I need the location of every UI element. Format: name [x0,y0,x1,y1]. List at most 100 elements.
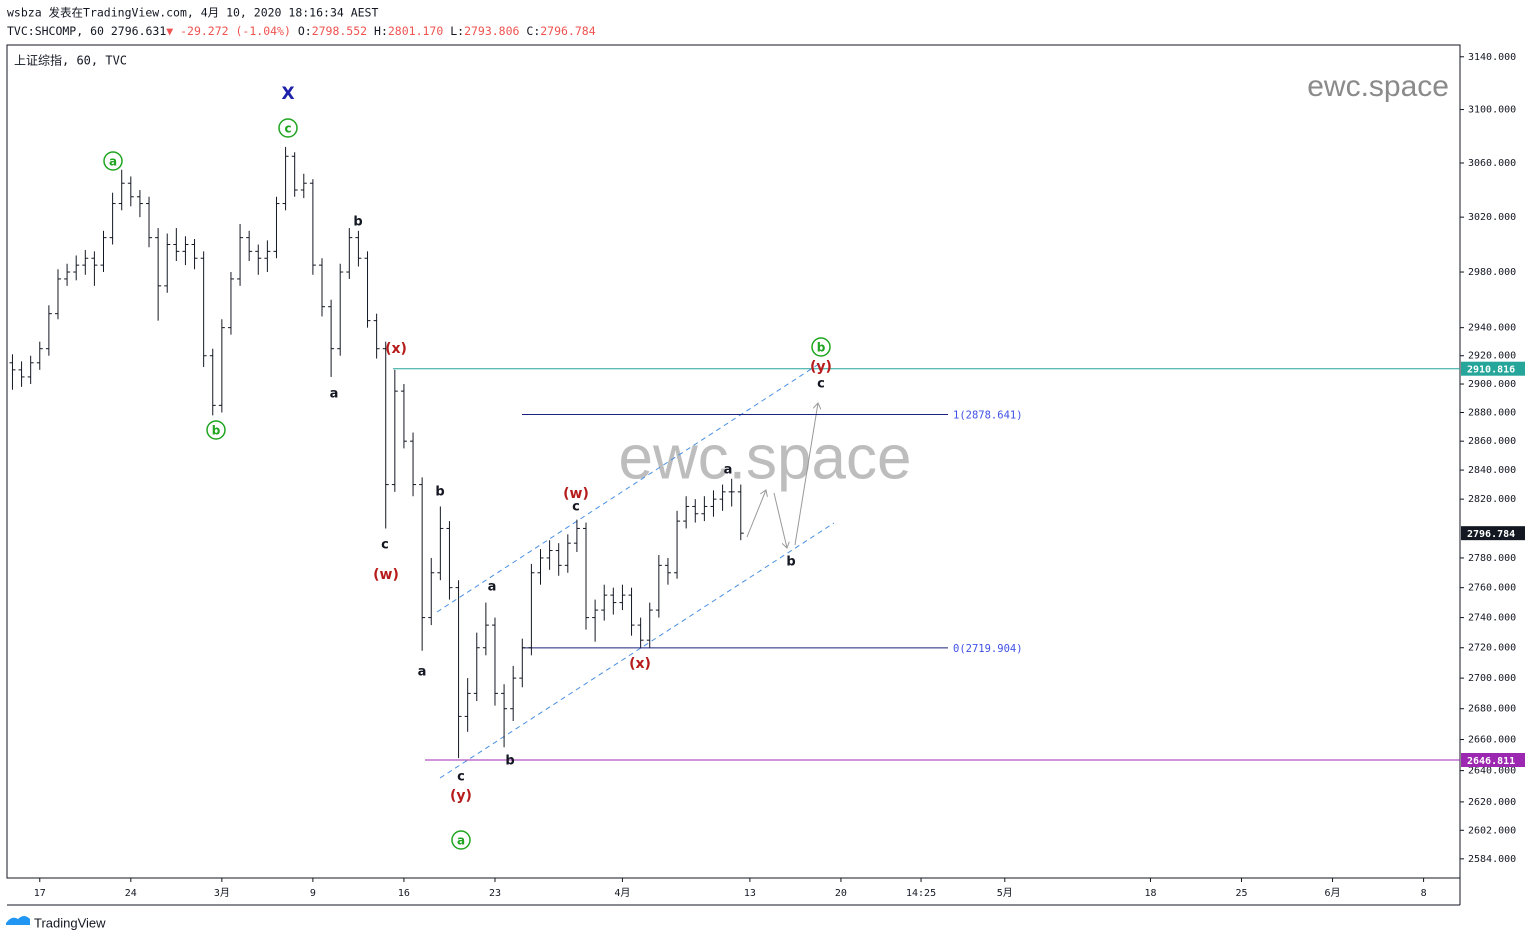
ohlc-bar [737,484,744,541]
ohlc-bar [455,580,462,759]
wave-circle [451,830,471,850]
footer: TradingView [34,915,106,930]
ohlc-bar [282,146,289,211]
o-label: O: [298,24,312,38]
ohlc-bar [200,251,207,368]
ohlc-bar [555,543,562,576]
ohlc-bar [209,348,216,416]
projection-arrow [794,403,818,546]
ohlc-bar [355,230,362,267]
ohlc-bar [227,272,234,335]
watermark-center: ewc.space [619,423,912,492]
ohlc-bar [528,563,535,656]
ohlc-bar [127,176,134,207]
ohlc-bar [382,341,389,529]
ohlc-bar [191,239,198,270]
y-tick-label: 2820.000 [1468,494,1516,505]
wave-label: (w) [563,486,589,502]
h-label: H: [374,24,388,38]
ohlc-bar [9,354,16,390]
channel-lower [439,522,835,779]
x-tick-label: 14:25 [906,888,936,899]
ohlc-bar [583,522,590,630]
ohlc-bar [237,223,244,286]
wave-circle [278,118,298,138]
wave-label: (x) [629,656,651,672]
ohlc-bar [410,432,417,497]
ohlc-bar [73,255,80,281]
wave-label: b [353,215,362,230]
symbol: TVC:SHCOMP, 60 2796.631▼ -29.272 (-1.04%… [7,24,596,38]
y-tick-label: 2584.000 [1468,854,1516,865]
ohlc-bar [473,632,480,702]
wave-label: a [109,155,117,169]
x-tick-label: 8 [1421,888,1427,899]
ohlc-bar [36,341,43,370]
ohlc-bar [364,251,371,328]
y-tick-label: 2920.000 [1468,351,1516,362]
wave-label: a [330,387,339,402]
x-tick-label: 6月 [1325,887,1341,899]
ohlc-bar [564,534,571,573]
wave-label: (y) [450,788,472,804]
wave-label: b [435,485,444,500]
author-line: wsbza 发表在TradingView.com, 4月 10, 2020 18… [7,6,378,20]
c-value: 2796.784 [540,24,595,38]
wave-label: (x) [385,341,407,357]
y-tick-label: 2880.000 [1468,408,1516,419]
y-tick-label: 2980.000 [1468,267,1516,278]
x-tick-label: 16 [398,888,410,899]
ohlc-bar [164,233,171,293]
x-tick-label: 17 [34,888,46,899]
wave-label: (w) [373,567,399,583]
l-value: 2793.806 [464,24,519,38]
y-tick-label: 3020.000 [1468,212,1516,223]
y-tick-label: 2720.000 [1468,643,1516,654]
wave-circle [206,420,226,440]
ohlc-bar [519,638,526,688]
wave-label: a [418,665,427,680]
h-value: 2801.170 [388,24,443,38]
ohlc-bar [64,263,71,286]
ohlc-bar [54,269,61,320]
x-tick-label: 5月 [997,887,1013,899]
ohlc-bar [546,540,553,570]
wave-label: b [212,424,221,438]
wave-label: (y) [810,359,832,375]
ohlc-bar [601,584,608,621]
ohlc-bar [391,369,398,492]
symbol-name: TVC:SHCOMP, 60 [7,24,104,38]
y-tick-label: 2940.000 [1468,323,1516,334]
price-tag-label: 2646.811 [1467,756,1515,767]
ohlc-bar [182,236,189,266]
fib-label: 1(2878.641) [953,409,1023,421]
y-tick-label: 2780.000 [1468,553,1516,564]
ohlc-bar [309,179,316,275]
wave-circle [811,337,831,357]
y-tick-label: 2700.000 [1468,673,1516,684]
price-tag-label: 2910.816 [1467,365,1515,376]
ohlc-bar [674,510,681,579]
projection-arrow [746,490,766,538]
ohlc-bar [291,152,298,197]
ohlc-bar [300,173,307,199]
l-label: L: [450,24,464,38]
o-value: 2798.552 [312,24,367,38]
y-tick-label: 2860.000 [1468,436,1516,447]
ohlc-bar [628,587,635,636]
watermark-corner: ewc.space [1307,70,1449,103]
ohlc-bar [373,313,380,359]
x-tick-label: 25 [1235,888,1247,899]
y-tick-label: 2680.000 [1468,704,1516,715]
ohlc-bar [273,196,280,259]
ohlc-bar [218,319,225,413]
ohlc-bar [246,230,253,261]
y-tick-label: 2602.000 [1468,825,1516,836]
ohlc-bar [664,557,671,585]
x-tick-label: 23 [489,888,501,899]
x-tick-label: 13 [744,888,756,899]
ohlc-bar [619,584,626,611]
price: 2796.631 [111,24,166,38]
